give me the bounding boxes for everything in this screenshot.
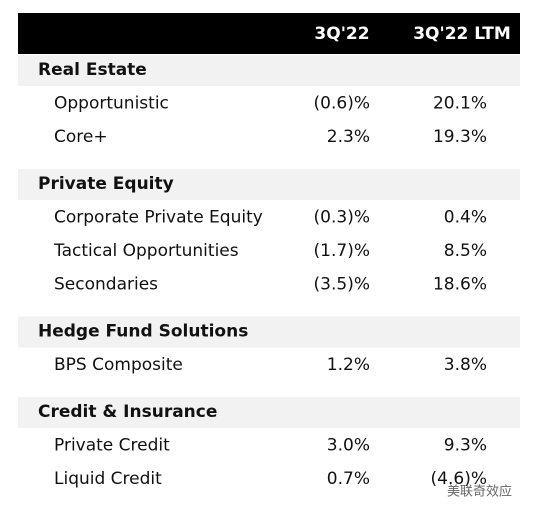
row-value: 3.0% xyxy=(327,436,370,456)
row-label: Private Credit xyxy=(54,436,170,456)
row-value: (0.3)% xyxy=(314,208,370,228)
row-value: 0.7% xyxy=(327,469,370,489)
row-value: 19.3% xyxy=(433,127,487,147)
row-value: (1.7)% xyxy=(314,241,370,261)
row-label: Corporate Private Equity xyxy=(54,208,263,228)
watermark: 美联奇效应 xyxy=(447,484,512,500)
row-value: 18.6% xyxy=(433,275,487,295)
row-label: BPS Composite xyxy=(54,355,183,375)
row-value: 8.5% xyxy=(444,241,487,261)
section-band xyxy=(18,397,520,428)
row-value: 20.1% xyxy=(433,94,487,114)
row-label: Secondaries xyxy=(54,275,158,295)
row-value: 9.3% xyxy=(444,436,487,456)
row-value: 1.2% xyxy=(327,355,370,375)
row-value: (3.5)% xyxy=(314,275,370,295)
section-title: Credit & Insurance xyxy=(38,402,217,422)
section-band xyxy=(18,316,520,348)
row-value: 3.8% xyxy=(444,355,487,375)
column-header: 3Q'22 xyxy=(314,24,369,44)
row-value: (4.6)% xyxy=(431,469,487,489)
section-title: Private Equity xyxy=(38,174,174,194)
row-label: Tactical Opportunities xyxy=(53,241,239,261)
section-band xyxy=(18,169,520,200)
row-label: Core+ xyxy=(54,127,108,147)
section-title: Real Estate xyxy=(38,60,147,80)
section-band xyxy=(18,55,520,86)
column-header: 3Q'22 LTM xyxy=(413,24,511,44)
header-bar xyxy=(18,13,520,54)
row-value: (0.6)% xyxy=(314,94,370,114)
row-label: Opportunistic xyxy=(54,94,169,114)
row-label: Liquid Credit xyxy=(54,469,162,489)
row-value: 0.4% xyxy=(444,208,487,228)
row-value: 2.3% xyxy=(327,127,370,147)
section-title: Hedge Fund Solutions xyxy=(38,322,248,342)
